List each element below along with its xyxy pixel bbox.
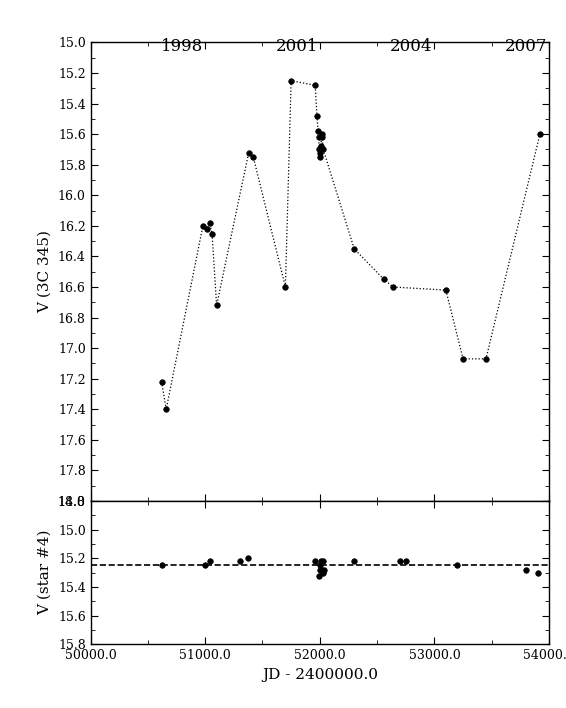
Text: 2004: 2004 — [390, 38, 433, 55]
Text: 2007: 2007 — [505, 38, 547, 55]
X-axis label: JD - 2400000.0: JD - 2400000.0 — [262, 668, 378, 682]
Y-axis label: V (star #4): V (star #4) — [38, 530, 52, 615]
Y-axis label: V (3C 345): V (3C 345) — [38, 230, 52, 313]
Text: 2001: 2001 — [276, 38, 318, 55]
Text: 1998: 1998 — [161, 38, 203, 55]
